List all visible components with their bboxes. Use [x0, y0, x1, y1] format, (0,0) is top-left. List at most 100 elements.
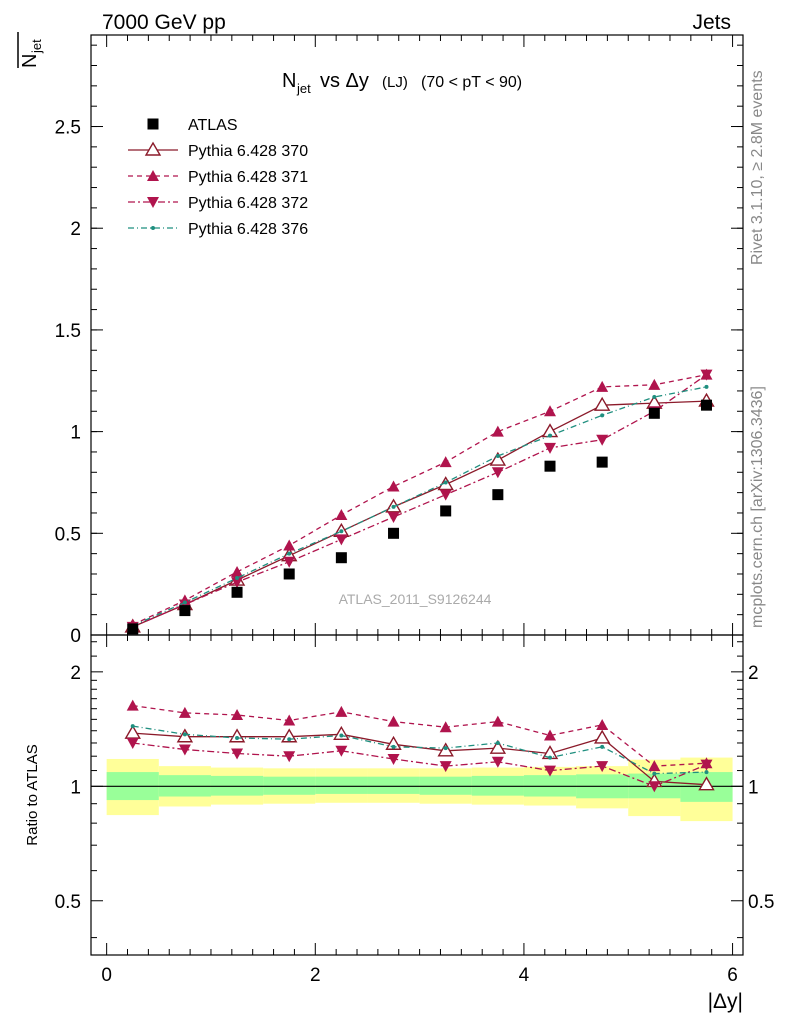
main-series-point [489, 451, 507, 466]
main-series-point [439, 456, 452, 468]
header-left: 7000 GeV pp [102, 11, 226, 34]
main-series-point [593, 396, 611, 411]
main-series-layer [124, 368, 715, 635]
main-series-point [600, 413, 605, 418]
ratio-frame [90, 634, 744, 956]
legend-marker [147, 197, 159, 208]
main-series-point [391, 504, 396, 509]
plot-title: N jet vs Δy (LJ) (70 < pT < 90) [282, 70, 522, 96]
ratio-series-point [548, 755, 553, 760]
main-series-point [491, 467, 504, 479]
ratio-series-point [698, 776, 715, 791]
ratio-series-point [287, 737, 292, 742]
ratio-series-point [182, 732, 187, 737]
atlas-data-point [179, 605, 191, 617]
ratio-series-point [491, 756, 504, 768]
ratio-series-point [648, 760, 661, 772]
rivet-label: Rivet 3.1.10, ≥ 2.8M events [749, 70, 766, 265]
main-series-point [700, 369, 713, 381]
ratio-ylabel: Ratio to ATLAS [24, 744, 41, 845]
ratio-y-tick-label-left: 2 [70, 663, 81, 684]
main-series-point [235, 576, 240, 581]
main-series-point [652, 395, 657, 400]
legend-entry: Pythia 6.428 376 [188, 221, 308, 238]
x-tick-label: 0 [101, 965, 112, 986]
legend-entry: ATLAS [188, 117, 238, 134]
ratio-series-point [593, 729, 611, 744]
main-series-point [443, 480, 448, 485]
legend-marker [147, 118, 159, 130]
ratio-series-line [132, 725, 707, 775]
legend-entry: Pythia 6.428 371 [188, 169, 308, 186]
x-tick-label: 2 [310, 965, 321, 986]
main-series-point [491, 425, 504, 437]
ratio-series-point [648, 781, 661, 793]
ratio-series-point [231, 748, 244, 760]
ratio-series-point [387, 715, 400, 727]
x-tick-label: 4 [519, 965, 530, 986]
atlas-data-point [231, 586, 243, 598]
main-y-tick-label: 1.5 [55, 321, 81, 342]
main-series-point [287, 551, 292, 556]
svg-text:N: N [19, 54, 41, 68]
ratio-series-point [439, 721, 452, 733]
ratio-y-tick-label-left: 1 [70, 777, 81, 798]
main-series-point [548, 433, 553, 438]
main-series-point [335, 534, 348, 546]
main-y-tick-label: 2 [70, 219, 81, 240]
svg-text:(LJ): (LJ) [382, 74, 408, 91]
main-y-tick-label: 0 [70, 626, 81, 647]
ratio-series-point [339, 733, 344, 738]
mcplots-label: mcplots.cern.ch [arXiv:1306.3436] [749, 386, 766, 628]
main-series-point [648, 378, 661, 390]
main-y-tick-label: 2.5 [55, 118, 81, 139]
legend-entry: Pythia 6.428 372 [188, 195, 308, 212]
atlas-data-point [492, 489, 504, 501]
main-series-point [339, 529, 344, 534]
atlas-data-point [440, 505, 452, 517]
ratio-series-point [704, 770, 709, 775]
main-series-point [439, 489, 452, 501]
legend-marker [144, 141, 162, 156]
main-y-tick-label: 1 [70, 423, 81, 444]
ratio-series-point [495, 740, 500, 745]
ratio-inner-band [315, 776, 368, 794]
legend-marker [147, 170, 159, 181]
ratio-series-point [544, 729, 557, 741]
main-series-point [596, 380, 609, 392]
main-series-point [704, 384, 709, 389]
ratio-series-point [283, 714, 296, 726]
ratio-uncertainty-bands [91, 757, 743, 822]
ratio-series-point [391, 744, 396, 749]
ratio-series-point [439, 761, 452, 773]
main-axis-ticks: 0.5 1 1.5 2 2.5 0 [55, 35, 743, 647]
main-series-point [495, 454, 500, 459]
svg-text:vs Δy: vs Δy [320, 70, 369, 92]
main-series-line [132, 400, 707, 628]
ratio-series-point [600, 744, 605, 749]
header-right: Jets [692, 11, 731, 34]
main-series-point [283, 539, 296, 551]
svg-text:jet: jet [296, 81, 311, 96]
ratio-series-point [178, 744, 191, 756]
ratio-inner-band [367, 776, 420, 794]
ratio-series-point [335, 745, 348, 757]
main-y-tick-label: 0.5 [55, 524, 81, 545]
main-series-line [132, 374, 707, 628]
x-tick-label: 6 [727, 965, 738, 986]
main-series-line [132, 374, 707, 626]
ratio-plot: 0.5 0.5 1 1 2 2 0 2 4 6 [55, 634, 774, 986]
ratio-y-tick-label-left: 0.5 [55, 892, 81, 913]
ratio-y-tick-label-right: 1 [748, 777, 759, 798]
main-series-point [596, 434, 609, 446]
x-axis-label: |Δy| [708, 990, 743, 1013]
ratio-series-point [489, 739, 507, 754]
ratio-series-point [652, 771, 657, 776]
main-series-point [283, 556, 296, 568]
ratio-axis-ticks: 0.5 0.5 1 1 2 2 0 2 4 6 [55, 635, 774, 986]
ratio-series-layer [124, 699, 715, 793]
main-series-point [387, 512, 400, 524]
main-series-point [544, 405, 557, 417]
ratio-series-point [385, 735, 402, 750]
